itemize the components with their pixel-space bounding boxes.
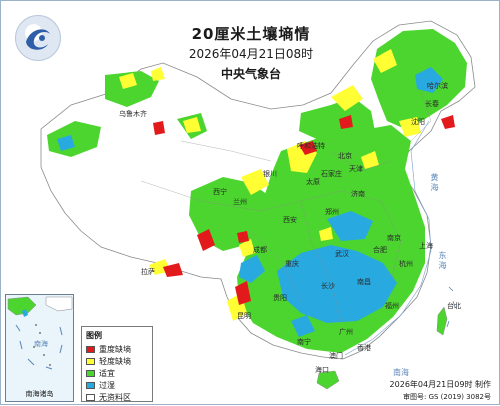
legend-label-suitable: 适宜 bbox=[99, 368, 115, 379]
legend-item-wet: 过湿 bbox=[86, 379, 148, 391]
map-review-code: 审图号: GS (2019) 3082号 bbox=[403, 392, 491, 402]
city-label-fuzhou: 福州 bbox=[385, 301, 399, 311]
city-label-hangzhou: 杭州 bbox=[399, 259, 413, 269]
city-label-hefei: 合肥 bbox=[373, 245, 387, 255]
legend-item-no-data: 无资料区 bbox=[86, 391, 148, 403]
city-label-lanzhou: 兰州 bbox=[233, 197, 247, 207]
city-label-chengdu: 成都 bbox=[253, 245, 267, 255]
city-label-hongkong: 香港 bbox=[357, 343, 371, 353]
south-china-sea-inset: 南海 南海诸岛 bbox=[5, 294, 74, 402]
city-label-wuhan: 武汉 bbox=[335, 249, 349, 259]
map-title: 20厘米土壤墒情 bbox=[1, 23, 500, 44]
taiwan-outline bbox=[437, 307, 447, 335]
sea-label-yellow-sea: 黄海 bbox=[429, 173, 440, 193]
city-label-changchun: 长春 bbox=[425, 99, 439, 109]
production-time: 2026年04月21日09时 制作 bbox=[390, 379, 491, 390]
city-label-nanjing: 南京 bbox=[387, 233, 401, 243]
city-label-xian: 西安 bbox=[283, 215, 297, 225]
city-label-guangzhou: 广州 bbox=[339, 327, 353, 337]
city-label-lhasa: 拉萨 bbox=[141, 267, 155, 277]
legend-swatch-no-data bbox=[86, 394, 95, 401]
map-issuer: 中央气象台 bbox=[1, 65, 500, 82]
legend-swatch-suitable bbox=[86, 370, 95, 377]
city-label-kunming: 昆明 bbox=[237, 311, 251, 321]
sea-label-south-china-sea: 南海 bbox=[393, 367, 409, 378]
city-label-taipei: 台北 bbox=[447, 301, 461, 311]
city-label-hohhot: 呼和浩特 bbox=[297, 141, 325, 151]
city-label-nanning: 南宁 bbox=[297, 337, 311, 347]
city-label-yinchuan: 银川 bbox=[263, 169, 277, 179]
legend-item-suitable: 适宜 bbox=[86, 367, 148, 379]
legend-label-no-data: 无资料区 bbox=[99, 392, 131, 403]
city-label-shenyang: 沈阳 bbox=[411, 117, 425, 127]
city-label-changsha: 长沙 bbox=[321, 281, 335, 291]
inset-sea-label: 南海 bbox=[34, 339, 48, 349]
legend-item-severe-drought: 重度缺墒 bbox=[86, 343, 148, 355]
legend-title: 图例 bbox=[86, 330, 148, 341]
severe-drought-sichuan bbox=[237, 231, 249, 243]
legend-swatch-light-drought bbox=[86, 358, 95, 365]
city-label-tianjin: 天津 bbox=[349, 164, 363, 174]
city-label-haikou: 海口 bbox=[315, 365, 329, 375]
legend-label-severe-drought: 重度缺墒 bbox=[99, 344, 131, 355]
city-label-beijing: 北京 bbox=[338, 151, 352, 161]
map-legend: 图例 重度缺墒 轻度缺墒 适宜 过湿 无资料区 bbox=[81, 326, 153, 402]
city-label-jinan: 济南 bbox=[351, 189, 365, 199]
city-label-taiyuan: 太原 bbox=[306, 177, 320, 187]
city-label-xining: 西宁 bbox=[213, 187, 227, 197]
map-datetime: 2026年04月21日08时 bbox=[1, 45, 500, 62]
city-label-shijiazhuang: 石家庄 bbox=[321, 169, 342, 179]
city-label-nanchang: 南昌 bbox=[357, 277, 371, 287]
inset-caption: 南海诸岛 bbox=[6, 389, 73, 399]
city-label-shanghai: 上海 bbox=[419, 241, 433, 251]
city-label-macau: 澳门 bbox=[329, 351, 343, 361]
city-label-urumqi: 乌鲁木齐 bbox=[119, 109, 147, 119]
sea-label-east-china-sea: 东海 bbox=[437, 251, 448, 271]
legend-label-wet: 过湿 bbox=[99, 380, 115, 391]
severe-drought-xinjiang bbox=[153, 121, 165, 135]
legend-item-light-drought: 轻度缺墒 bbox=[86, 355, 148, 367]
legend-label-light-drought: 轻度缺墒 bbox=[99, 356, 131, 367]
severe-drought-liaoning bbox=[441, 115, 455, 129]
city-label-harbin: 哈尔滨 bbox=[427, 81, 448, 91]
city-label-chongqing: 重庆 bbox=[285, 259, 299, 269]
city-label-guiyang: 贵阳 bbox=[273, 293, 287, 303]
legend-swatch-wet bbox=[86, 382, 95, 389]
legend-swatch-severe-drought bbox=[86, 346, 95, 353]
city-label-zhengzhou: 郑州 bbox=[325, 207, 339, 217]
